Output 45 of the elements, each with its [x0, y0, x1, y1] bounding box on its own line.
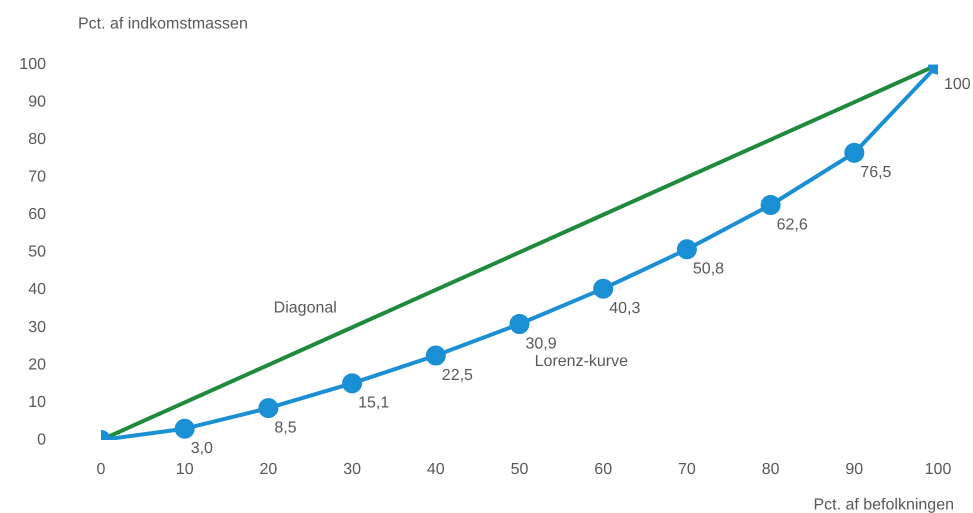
series-label: Lorenz-kurve: [534, 352, 628, 370]
data-label: 30,9: [526, 335, 557, 352]
series-label: Diagonal: [274, 300, 337, 317]
x-tick-label: 100: [924, 461, 952, 478]
data-label: 100: [944, 76, 971, 94]
data-label: 50,8: [692, 260, 724, 278]
y-axis-title: Pct. af indkomstmassen: [78, 15, 248, 32]
point: [593, 278, 614, 299]
point: [258, 398, 278, 418]
x-tick-label: 60: [594, 461, 612, 478]
x-tick-label: 90: [845, 461, 864, 478]
x-tick-label: 30: [343, 461, 362, 478]
point: [760, 195, 781, 215]
x-tick-label: 0: [96, 461, 106, 478]
data-label: 8,5: [274, 419, 297, 436]
data-label: 76,5: [860, 164, 892, 182]
x-tick-label: 10: [176, 461, 194, 478]
y-tick-label: 90: [28, 94, 46, 111]
point: [676, 239, 697, 260]
y-tick-label: 10: [28, 394, 46, 411]
point: [174, 418, 195, 439]
point: [342, 373, 362, 394]
y-tick-label: 70: [28, 168, 46, 186]
data-label: 15,1: [358, 394, 390, 412]
data-label: 22,5: [442, 366, 474, 384]
y-tick-label: 60: [28, 206, 46, 224]
data-label: 62,6: [776, 216, 808, 234]
point: [510, 314, 530, 334]
y-tick-label: 0: [37, 431, 46, 448]
y-tick-label: 50: [28, 244, 46, 261]
data-label: 3,0: [190, 440, 214, 458]
x-tick-label: 70: [678, 461, 696, 478]
y-tick-label: 30: [28, 318, 46, 336]
y-tick-label: 100: [19, 56, 46, 74]
x-tick-label: 50: [510, 461, 528, 478]
y-tick-label: 80: [28, 131, 46, 148]
x-axis-title: Pct. af befolkningen: [813, 496, 954, 513]
x-tick-label: 40: [426, 461, 445, 478]
point: [844, 142, 864, 163]
point: [426, 346, 446, 366]
data-label: 40,3: [609, 300, 640, 318]
x-tick-label: 20: [260, 461, 278, 478]
y-tick-label: 20: [28, 356, 46, 374]
x-tick-label: 80: [762, 461, 780, 478]
y-tick-label: 40: [28, 281, 46, 298]
